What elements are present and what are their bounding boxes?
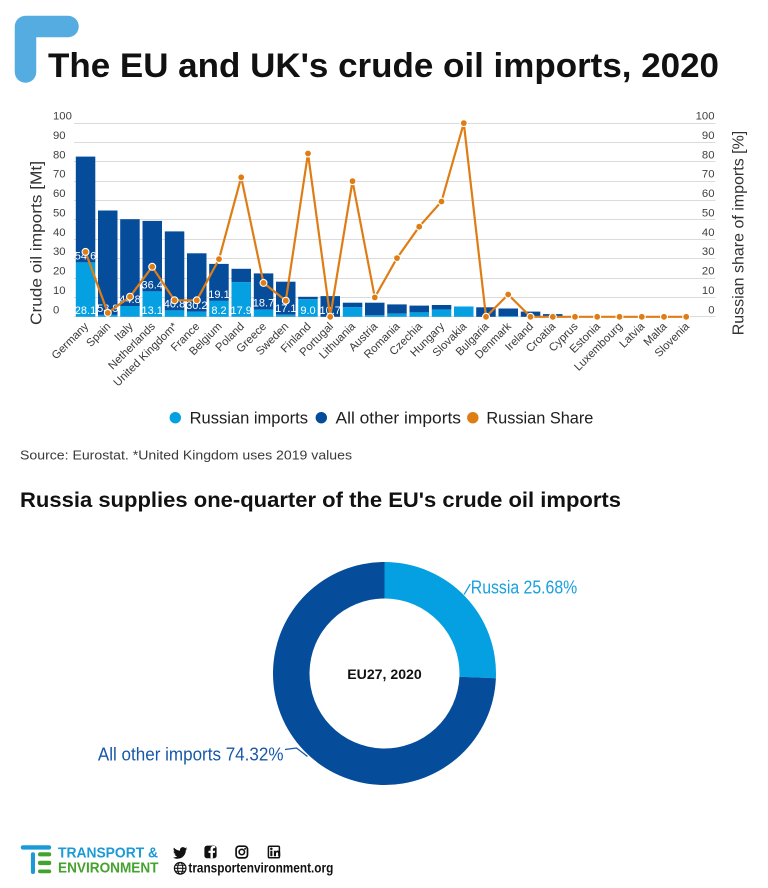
svg-text:Russia supplies one-quarter of: Russia supplies one-quarter of the EU's … <box>20 489 621 512</box>
svg-text:0: 0 <box>53 304 59 316</box>
svg-text:100: 100 <box>53 111 72 123</box>
svg-text:18.7: 18.7 <box>253 298 274 310</box>
svg-text:40: 40 <box>702 227 715 239</box>
svg-text:20: 20 <box>702 266 715 278</box>
svg-text:80: 80 <box>702 149 715 161</box>
svg-text:10: 10 <box>53 285 66 297</box>
svg-text:40: 40 <box>53 227 66 239</box>
svg-text:90: 90 <box>702 130 715 142</box>
svg-text:17.9: 17.9 <box>230 305 251 317</box>
svg-text:8.2: 8.2 <box>211 305 226 317</box>
svg-text:0: 0 <box>708 304 714 316</box>
svg-text:60: 60 <box>53 188 66 200</box>
svg-text:28.1: 28.1 <box>75 305 96 317</box>
svg-text:70: 70 <box>53 169 66 181</box>
svg-text:Source: Eurostat. *United King: Source: Eurostat. *United Kingdom uses 2… <box>20 448 352 463</box>
svg-text:Russian imports: Russian imports <box>190 409 308 428</box>
svg-text:13.1: 13.1 <box>141 305 162 317</box>
svg-text:All other imports: All other imports <box>336 409 462 428</box>
svg-text:100: 100 <box>696 111 715 123</box>
svg-text:Russia 25.68%: Russia 25.68% <box>471 577 577 597</box>
svg-text:80: 80 <box>53 149 66 161</box>
svg-text:transportenvironment.org: transportenvironment.org <box>188 860 333 876</box>
svg-text:90: 90 <box>53 130 66 142</box>
svg-text:10: 10 <box>702 285 715 297</box>
svg-text:Spain: Spain <box>84 321 113 350</box>
svg-text:17.1: 17.1 <box>275 303 296 315</box>
svg-text:9.0: 9.0 <box>300 305 315 317</box>
svg-text:60: 60 <box>702 188 715 200</box>
svg-text:50: 50 <box>702 207 715 219</box>
svg-text:ENVIRONMENT: ENVIRONMENT <box>58 861 159 877</box>
svg-text:54.6: 54.6 <box>75 250 96 262</box>
svg-text:EU27, 2020: EU27, 2020 <box>347 667 422 682</box>
svg-text:50: 50 <box>53 207 66 219</box>
svg-text:Russian Share: Russian Share <box>486 409 593 428</box>
svg-text:30.2: 30.2 <box>186 300 207 312</box>
svg-text:20: 20 <box>53 266 66 278</box>
svg-text:Crude oil imports [Mt]: Crude oil imports [Mt] <box>29 161 46 325</box>
svg-text:30: 30 <box>702 246 715 258</box>
svg-text:TRANSPORT &: TRANSPORT & <box>58 846 158 862</box>
svg-text:Latvia: Latvia <box>618 320 648 350</box>
svg-text:Russian share of imports [%]: Russian share of imports [%] <box>731 131 748 336</box>
svg-text:The EU and UK's crude oil impo: The EU and UK's crude oil imports, 2020 <box>48 47 719 85</box>
svg-text:30: 30 <box>53 246 66 258</box>
svg-text:All other imports 74.32%: All other imports 74.32% <box>98 744 284 764</box>
svg-text:70: 70 <box>702 169 715 181</box>
svg-text:19.1: 19.1 <box>208 289 229 301</box>
svg-text:36.4: 36.4 <box>141 279 162 291</box>
